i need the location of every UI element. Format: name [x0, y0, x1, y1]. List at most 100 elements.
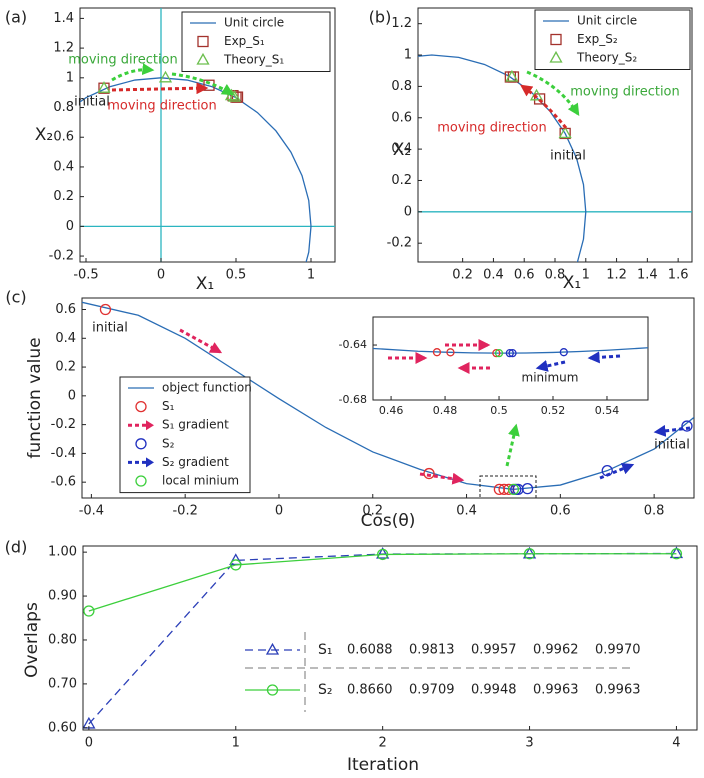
series-line	[373, 347, 648, 354]
marker-triangle	[376, 546, 390, 559]
marker-circle	[135, 438, 147, 450]
marker-circle	[377, 548, 389, 561]
plot-area	[82, 545, 698, 731]
legend-label: S₁	[162, 399, 175, 413]
annotation: moving direction	[107, 99, 217, 114]
marker-circle	[135, 475, 147, 487]
x-tick-label: 1	[582, 268, 590, 283]
x-tick-label: 0	[157, 268, 165, 283]
marker-circle	[230, 559, 242, 571]
x-tick-label: 0.5	[490, 404, 508, 417]
annotation: initial	[92, 321, 128, 336]
plot-area	[372, 316, 649, 401]
marker-circle	[508, 348, 517, 358]
x-tick-label: 1.2	[606, 268, 627, 283]
y-tick-label: -0.68	[339, 393, 367, 406]
marker-circle	[492, 348, 501, 358]
plot-content	[373, 347, 648, 358]
y-tick-label: 0.70	[48, 676, 77, 691]
marker-triangle	[158, 70, 173, 83]
x-axis-label: X₁	[196, 274, 214, 294]
marker-circle	[670, 548, 683, 560]
y-tick-label: 1	[66, 70, 74, 85]
annotation: initial	[74, 95, 110, 110]
annotation: initial	[550, 149, 586, 164]
x-tick-label: 1	[232, 736, 240, 751]
y-tick-label: 0.4	[53, 159, 74, 174]
y-axis-label: function value	[25, 337, 45, 458]
marker-circle	[135, 400, 147, 413]
legend-label: Exp_S₂	[577, 32, 618, 46]
y-axis-label: Overlaps	[22, 602, 42, 678]
legend-label: S₂	[318, 682, 333, 698]
y-tick-label: 1.4	[53, 11, 74, 26]
legend-label: Unit circle	[577, 14, 637, 28]
table-value: 0.9963	[595, 683, 641, 698]
marker-circle	[446, 348, 455, 357]
x-tick-label: 3	[525, 736, 533, 751]
marker-square	[550, 33, 562, 46]
marker-circle	[559, 348, 568, 357]
x-axis-label: Cos(θ)	[361, 511, 416, 531]
y-tick-label: 0.8	[53, 100, 74, 115]
marker-circle	[432, 348, 442, 357]
annotation: moving direction	[437, 121, 547, 136]
x-tick-label: 0.6	[514, 268, 535, 283]
x-tick-label: 0.48	[433, 404, 458, 417]
legend-arrowhead	[146, 420, 154, 431]
table-value: 0.9963	[533, 683, 579, 698]
table-value: 0.9813	[409, 643, 455, 658]
marker-square	[197, 35, 209, 48]
series-line	[88, 553, 677, 612]
y-tick-label: 0.4	[391, 142, 412, 157]
y-tick-label: 0.80	[48, 632, 77, 647]
panel-label: (b)	[369, 8, 392, 27]
y-tick-label: -0.2	[387, 236, 412, 251]
x-tick-label: -0.4	[79, 504, 104, 519]
plot-content	[83, 546, 684, 729]
legend-label: Exp_S₁	[224, 34, 265, 48]
y-axis-label: X₂	[393, 140, 411, 160]
table-value: 0.9970	[595, 643, 641, 658]
panel-label: (a)	[5, 8, 27, 27]
legend-label: Theory_S₁	[223, 53, 284, 67]
table-value: 0.9948	[471, 683, 517, 698]
table-value: 0.8660	[347, 683, 393, 698]
legend-label: S₂	[162, 436, 175, 450]
legend-label: S₁ gradient	[162, 418, 229, 432]
y-tick-label: -0.2	[51, 417, 76, 432]
legend-label: Theory_S₂	[576, 51, 637, 65]
marker-circle	[83, 605, 95, 617]
x-tick-label: 0.52	[541, 404, 566, 417]
y-tick-label: 0.90	[48, 589, 77, 604]
marker-circle	[494, 348, 504, 358]
marker-circle	[99, 303, 112, 316]
marker-circle	[523, 548, 536, 560]
annotation: minimum	[522, 371, 579, 385]
x-tick-label: 0.4	[483, 268, 504, 283]
legend-label: S₂ gradient	[162, 455, 229, 469]
x-axis-label: X₁	[563, 273, 581, 293]
x-tick-label: 0.46	[379, 404, 404, 417]
y-tick-label: -0.4	[51, 446, 76, 461]
y-tick-label: 1.2	[53, 41, 74, 56]
y-tick-label: 0	[68, 388, 76, 403]
annotation: moving direction	[68, 53, 178, 68]
legend-arrowhead	[146, 457, 154, 468]
x-tick-label: 0.2	[452, 268, 473, 283]
x-axis-label: Iteration	[347, 755, 419, 775]
legend-label: S₁	[318, 642, 333, 658]
x-tick-label: 0.8	[545, 268, 566, 283]
x-tick-label: 0	[275, 504, 283, 519]
x-tick-label: 0.2	[362, 504, 383, 519]
annotation: initial	[654, 438, 690, 453]
y-tick-label: 0.2	[53, 189, 74, 204]
y-tick-label: 0.6	[391, 110, 412, 125]
annotation: moving direction	[570, 85, 680, 100]
legend-box	[119, 376, 251, 494]
marker-triangle	[265, 642, 280, 655]
marker-circle	[266, 684, 279, 696]
y-tick-label: 0	[404, 204, 412, 219]
